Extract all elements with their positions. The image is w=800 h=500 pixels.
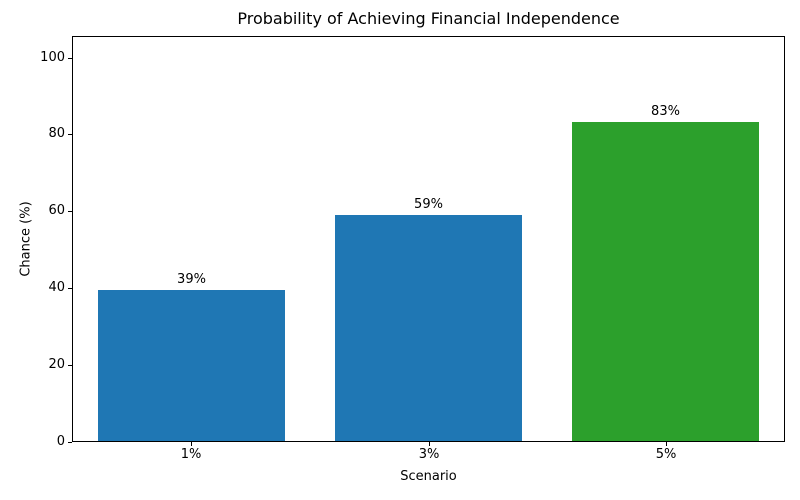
x-tick-label: 1% (180, 447, 202, 462)
bar-value-label: 83% (651, 104, 680, 120)
bar-3% (334, 214, 523, 441)
y-tick-mark (68, 134, 72, 135)
y-tick-mark (68, 365, 72, 366)
x-tick-label: 5% (655, 447, 677, 462)
y-tick-label: 60 (48, 203, 65, 218)
y-tick-mark (68, 211, 72, 212)
bars-container: 39% 59% 83% (73, 37, 784, 441)
chart-title: Probability of Achieving Financial Indep… (237, 9, 620, 28)
y-tick-label: 40 (48, 280, 65, 295)
x-axis-label: Scenario (400, 469, 457, 484)
bar-value-label: 39% (177, 271, 206, 287)
x-tick-mark (429, 442, 430, 446)
bar-column: 59% (310, 37, 547, 441)
y-tick-label: 100 (40, 50, 65, 65)
y-tick-mark (68, 288, 72, 289)
bar-column: 83% (547, 37, 784, 441)
bar-column: 39% (73, 37, 310, 441)
y-tick-mark (68, 442, 72, 443)
bar-5% (571, 122, 760, 441)
x-tick-mark (191, 442, 192, 446)
y-tick-label: 20 (48, 357, 65, 372)
y-tick-label: 80 (48, 126, 65, 141)
plot-area: 39% 59% 83% (72, 36, 785, 442)
bar-1% (97, 289, 286, 441)
y-tick-mark (68, 58, 72, 59)
x-tick-mark (666, 442, 667, 446)
y-tick-label: 0 (56, 434, 65, 449)
x-tick-label: 3% (418, 447, 440, 462)
bar-value-label: 59% (414, 196, 443, 212)
